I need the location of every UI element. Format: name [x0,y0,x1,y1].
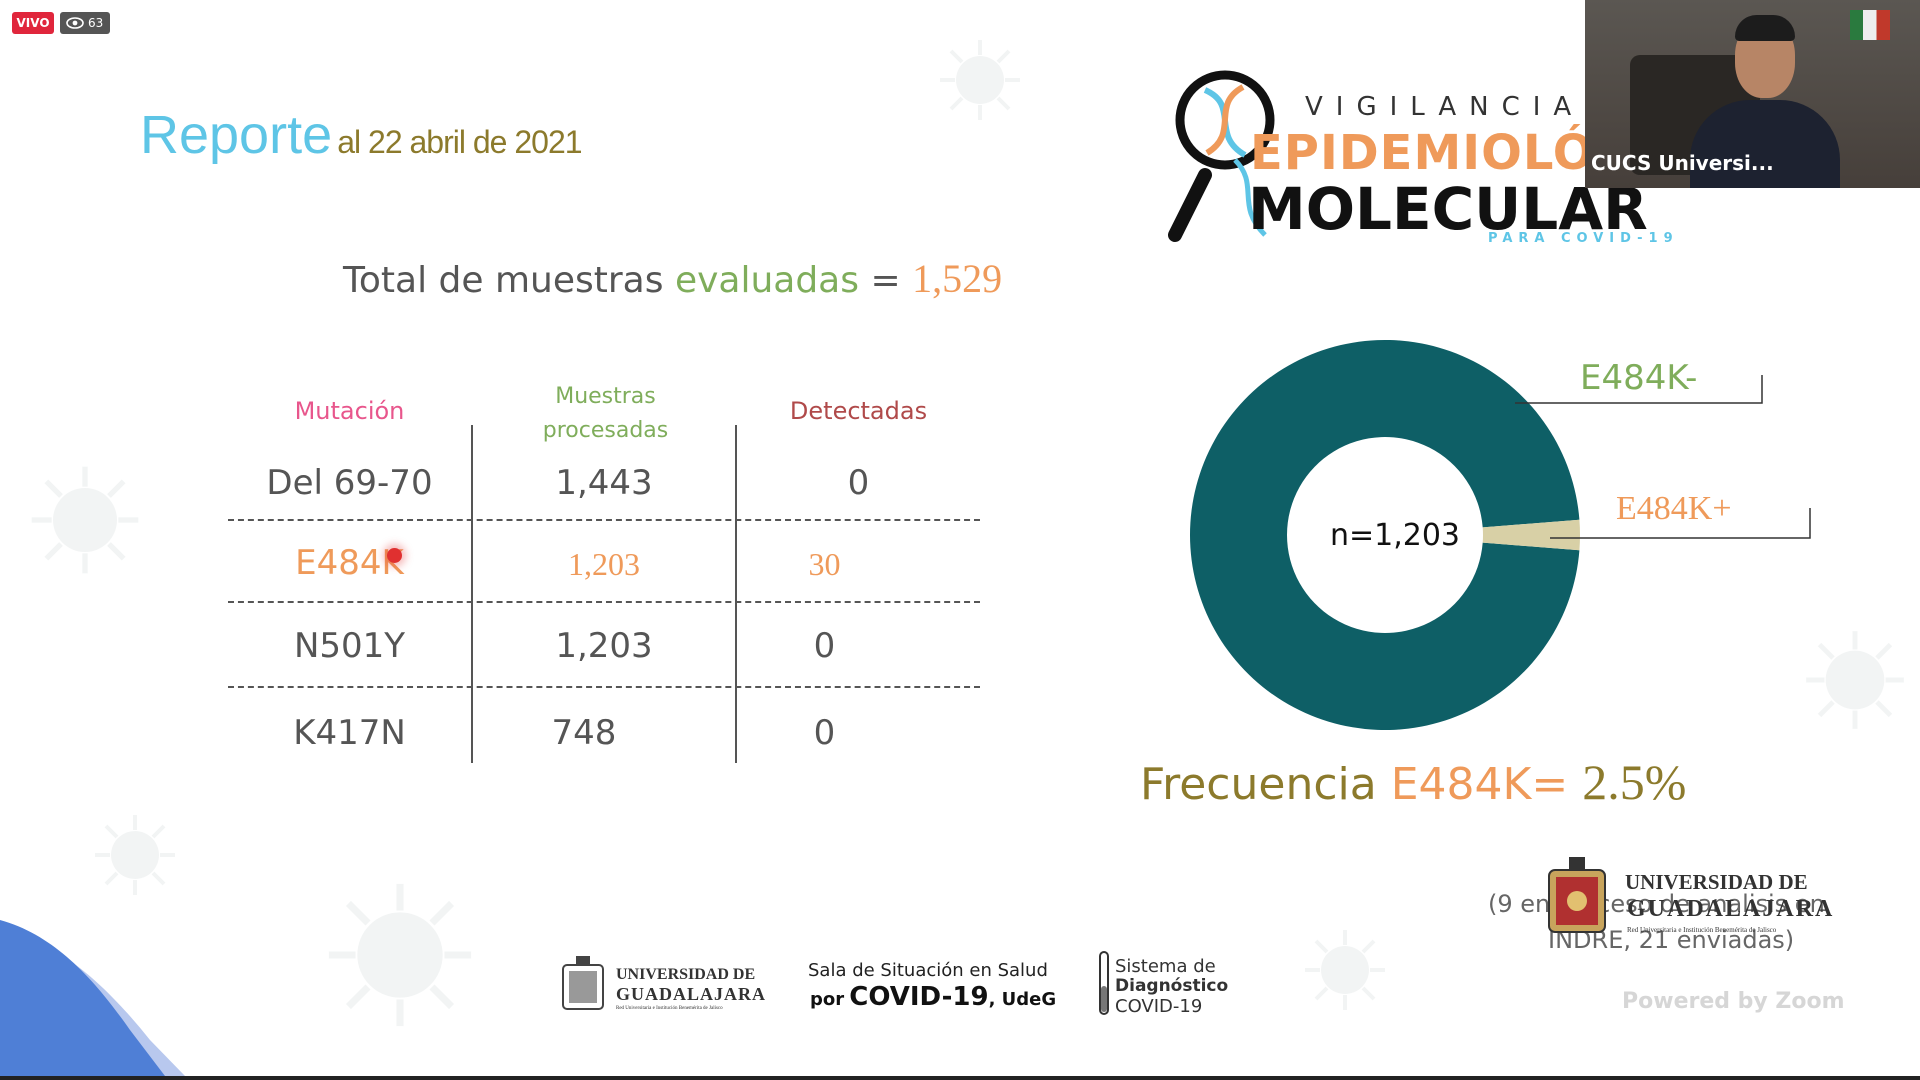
total-samples: Total de muestras evaluadas = 1,529 [343,255,1002,302]
report-date: al 22 abril de 2021 [337,124,582,160]
footer-sistema-line1: Sistema de [1115,956,1216,977]
report-word: Reporte [140,105,333,165]
table-row-detected: 30 [808,546,841,582]
virus-decoration-icon [95,815,175,895]
footer-sistema-line2: Diagnóstico [1115,976,1229,996]
mutation-table: Mutación Muestras procesadas Detectadas … [228,380,980,765]
table-row-mutation: E484K [295,543,404,583]
total-value: 1,529 [912,256,1003,301]
donut-chart [1190,340,1811,730]
participant-name: CUCS Universi... [1591,151,1774,175]
participant-video-tile[interactable]: CUCS Universi... [1585,0,1920,188]
pointer-indicator [387,548,402,563]
viewer-count-value: 63 [88,16,104,30]
column-divider [735,425,737,763]
legend-label-negative: E484K- [1580,358,1698,398]
leader-line-positive [1550,508,1811,539]
report-title: Reporte al 22 abril de 2021 [140,104,583,166]
footer-sala-covid: COVID-19 [849,982,989,1012]
donut-slice-positive [1482,519,1580,551]
table-row-mutation: Del 69-70 [266,463,433,503]
footer-udg-line3: Red Universitaria e Institución Beneméri… [616,1006,723,1011]
test-tube-icon [1099,951,1109,1015]
header-mutacion: Mutación [294,397,405,425]
logo-line3: MOLECULAR [1248,175,1648,243]
footer-udg-line1: UNIVERSIDAD DE [616,966,756,983]
virus-decoration-icon [31,466,139,574]
donut-slice-negative [1190,340,1580,730]
table-row-detected: 0 [813,713,836,753]
viewer-count: 63 [60,12,110,34]
udg-crest-icon [1548,857,1606,933]
video-flag [1850,10,1890,40]
frequency-value: 2.5% [1582,754,1687,810]
table-row-mutation: K417N [293,713,406,753]
row-separator [228,686,980,688]
footer-sala-line2: por COVID-19, UdeG [810,982,1056,1012]
footer-sala-por: por [810,989,845,1010]
total-highlight: evaluadas [674,260,859,301]
table-row-detected: 0 [847,463,870,503]
table-row-processed: 1,443 [555,463,653,503]
table-row-processed: 1,203 [555,626,653,666]
total-equals: = [859,260,913,301]
footer-udg-crest-icon [562,956,604,1010]
row-separator [228,601,980,603]
udg-logo-line2: GUADALAJARA [1627,896,1835,922]
table-row-detected: 0 [813,626,836,666]
table-row-mutation: N501Y [293,626,406,666]
total-prefix: Total de muestras [343,260,675,301]
logo-line1: VIGILANCIA [1305,92,1585,122]
leader-line-negative [1515,375,1763,404]
virus-decoration-icon [1806,631,1904,729]
zoom-watermark: Powered by Zoom [1622,989,1845,1014]
row-separator [228,519,980,521]
footer-sala-udeg: , UdeG [988,989,1057,1010]
footer-udg-line2: GUADALAJARA [616,984,766,1004]
udg-logo-line1: UNIVERSIDAD DE [1625,870,1808,894]
frequency-text: Frecuencia E484K= 2.5% [1140,753,1686,811]
corner-wave-decoration [0,920,185,1076]
header-muestras-procesadas: Muestras procesadas [542,384,669,443]
frequency-label: Frecuencia [1140,759,1391,810]
eye-icon [66,17,84,29]
footer-sistema-line3: COVID-19 [1115,996,1203,1017]
header-detectadas: Detectadas [789,397,928,425]
bottom-edge-bar [0,1076,1920,1080]
live-badge: VIVO [12,12,54,34]
magnifier-dna-icon [1168,70,1275,242]
udg-logo-line3: Red Universitaria e Institución Beneméri… [1627,926,1777,934]
virus-decoration-icon [1305,930,1385,1010]
chart-center-label: n=1,203 [1329,518,1461,553]
legend-label-positive: E484K+ [1616,490,1732,527]
virus-decoration-icon [328,883,472,1027]
column-divider [471,425,473,763]
table-row-processed: 1,203 [568,546,640,582]
frequency-mutation: E484K= [1390,759,1583,810]
logo-line4: PARA COVID-19 [1488,231,1679,246]
table-row-processed: 748 [551,713,617,753]
footer-sala-line1: Sala de Situación en Salud [808,960,1048,981]
footnote-line1: (9 en proceso de analisis en [1488,890,1825,918]
virus-decoration-icon [940,40,1020,120]
video-person-hair [1735,15,1795,41]
video-person-body [1690,100,1840,188]
